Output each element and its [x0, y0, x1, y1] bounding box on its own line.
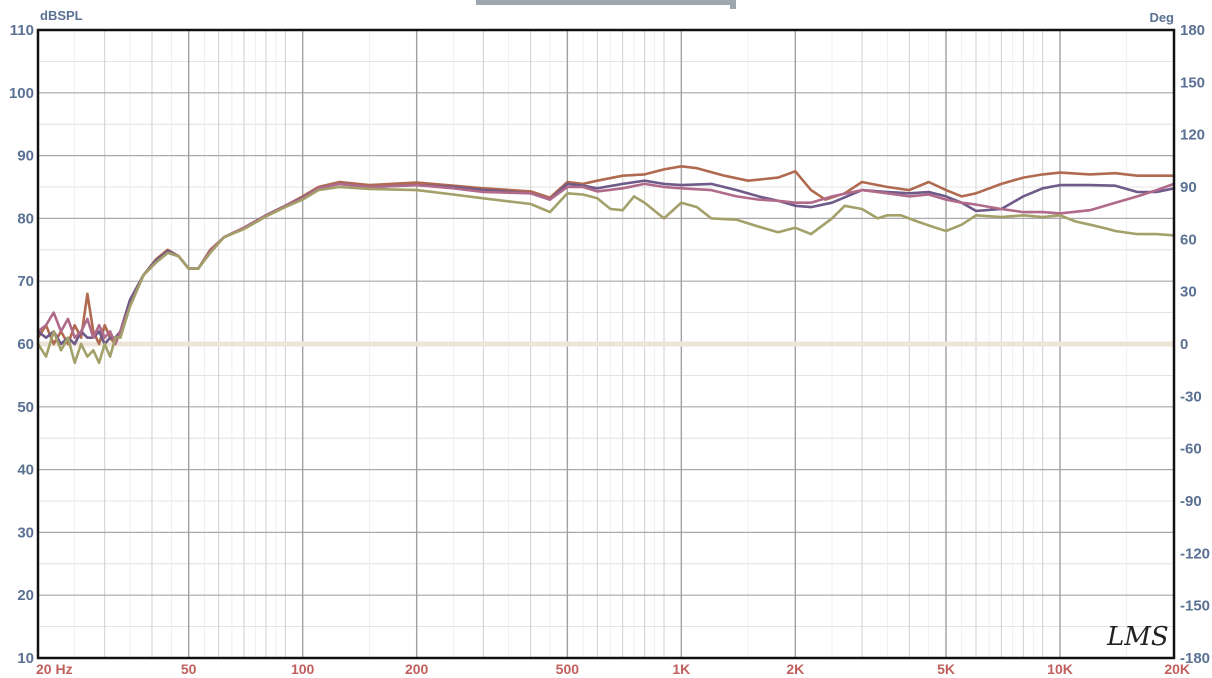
top-tab	[476, 0, 736, 9]
y-tick-label: 50	[17, 399, 34, 416]
y-tick-label: 70	[17, 273, 34, 290]
y2-tick-label: -120	[1180, 545, 1210, 562]
series-line-2	[36, 179, 1176, 346]
x-tick-label: 1K	[672, 661, 690, 677]
y-tick-label: 20	[17, 587, 34, 604]
y2-tick-label: 180	[1180, 22, 1205, 39]
y-tick-label: 10	[17, 650, 34, 667]
x-tick-label: 200	[405, 661, 429, 677]
plot-frame	[36, 28, 1176, 660]
y-tick-label: 60	[17, 336, 34, 353]
y2-tick-label: -30	[1180, 388, 1202, 405]
y2-tick-label: -150	[1180, 598, 1210, 615]
series-line-3	[36, 182, 1176, 346]
lms-logo: LMS	[1106, 622, 1169, 652]
y-tick-label: 100	[9, 85, 34, 102]
x-tick-label: 2K	[786, 661, 804, 677]
y2-tick-label: 90	[1180, 179, 1197, 196]
series-line-4	[36, 185, 1176, 365]
y2-tick-label: 120	[1180, 127, 1205, 144]
y2-tick-label: 150	[1180, 74, 1205, 91]
y-tick-label: 110	[10, 22, 34, 39]
y2-tick-label: -180	[1180, 650, 1210, 667]
x-axis-ticks: 20 Hz 50 100 200 500 1K 2K 5K 10K 20K	[36, 661, 1190, 677]
y-tick-label: 40	[17, 462, 34, 479]
y-tick-label: 30	[17, 524, 34, 541]
series-group	[36, 165, 1176, 365]
x-tick-label: 50	[181, 661, 197, 677]
y2-tick-label: -90	[1180, 493, 1202, 510]
right-axis-unit-label: Deg	[1149, 10, 1174, 25]
y-tick-label: 80	[17, 210, 34, 227]
left-axis-unit-label: dBSPL	[40, 8, 83, 23]
x-tick-label: 5K	[937, 661, 955, 677]
x-tick-label: 100	[291, 661, 315, 677]
right-y-axis-ticks: 180 150 120 90 60 30 0 -30 -60 -90 -120 -150 -180	[1180, 22, 1210, 667]
left-y-axis-ticks: 110 100 90 80 70 60 50 40 30 20 10	[9, 22, 34, 667]
x-tick-label: 20 Hz	[36, 661, 73, 677]
series-line-1	[36, 165, 1176, 346]
x-tick-label: 500	[556, 661, 580, 677]
x-tick-label: 20K	[1164, 661, 1190, 677]
y2-tick-label: 0	[1180, 336, 1188, 353]
y2-tick-label: 60	[1180, 231, 1197, 248]
x-tick-label: 10K	[1047, 661, 1073, 677]
y2-tick-label: -60	[1180, 441, 1202, 458]
y2-tick-label: 30	[1180, 284, 1197, 301]
y-tick-label: 90	[17, 148, 34, 165]
